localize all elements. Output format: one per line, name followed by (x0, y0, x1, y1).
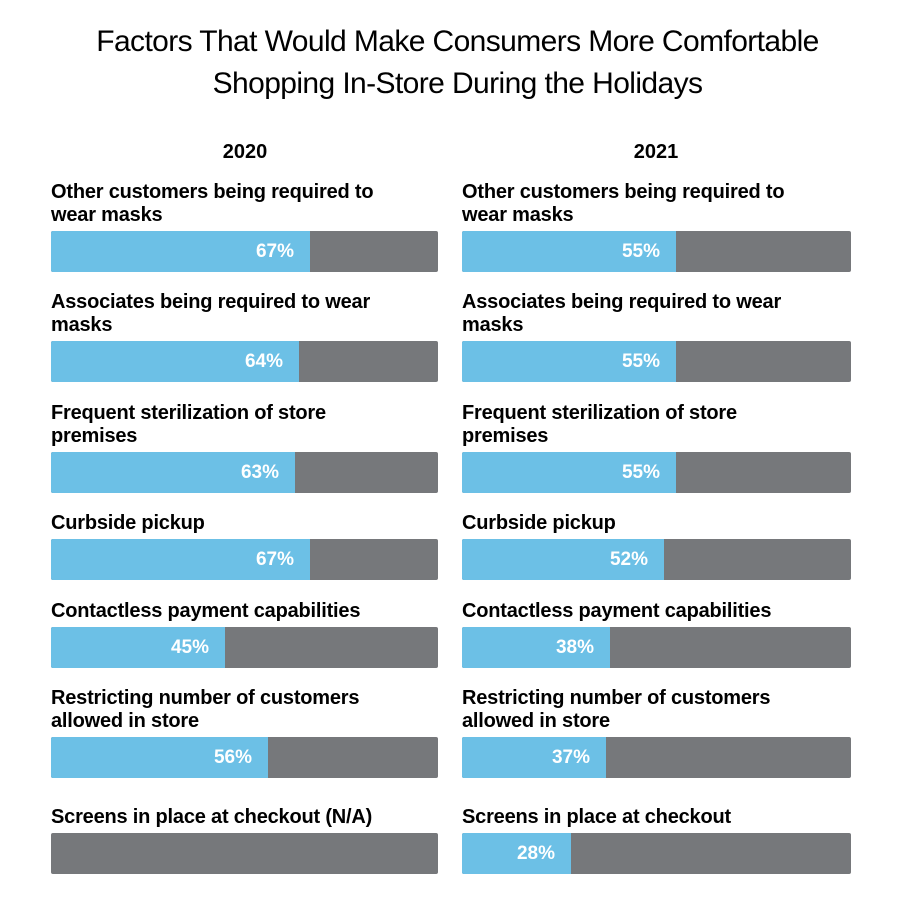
category-label-line: wear masks (462, 204, 574, 226)
bar-track: 55% (462, 452, 851, 493)
category-label: Other customers being required to wear ma… (462, 181, 785, 227)
data-label: 52% (609, 549, 648, 570)
category-label: Screens in place at checkout (462, 806, 731, 829)
category-label: Contactless payment capabilities (462, 600, 771, 623)
category-label-line: Associates being required to wear (51, 291, 371, 313)
category-label-line: premises (462, 425, 549, 447)
bar-track: 52% (462, 539, 851, 580)
bar-fill (462, 627, 610, 668)
bar-fill (51, 231, 310, 272)
bar-track: 28% (462, 833, 851, 874)
data-label: 37% (551, 747, 590, 768)
data-label: 67% (255, 549, 294, 570)
chart-title-line-1: Factors That Would Make Consumers More C… (96, 25, 819, 58)
bar-fill (462, 737, 606, 778)
category-label-line: Contactless payment capabilities (462, 600, 772, 622)
category-label-line: allowed in store (51, 710, 199, 732)
category-label-line: premises (51, 425, 138, 447)
category-label: Associates being required to wear masks (462, 291, 781, 337)
data-label: 55% (621, 351, 660, 372)
category-label-line: Screens in place at checkout (N/A) (51, 806, 373, 828)
bar-track: 55% (462, 231, 851, 272)
panel-heading-2020: 2020 (222, 141, 268, 163)
bar-track: 56% (51, 737, 438, 778)
category-label: Frequent sterilization of store premises (462, 402, 737, 448)
bar-fill (51, 627, 225, 668)
bar-track: 67% (51, 539, 438, 580)
category-label: Contactless payment capabilities (51, 600, 360, 623)
category-label-line: Frequent sterilization of store (51, 402, 326, 424)
bar-track: 45% (51, 627, 438, 668)
bar-track: 55% (462, 341, 851, 382)
category-label-line: allowed in store (462, 710, 610, 732)
category-label-line: Contactless payment capabilities (51, 600, 361, 622)
chart-title-line-2: Shopping In-Store During the Holidays (212, 67, 703, 100)
category-label: Associates being required to wear masks (51, 291, 370, 337)
bar-fill (462, 539, 664, 580)
category-label-line: Curbside pickup (462, 512, 616, 534)
bar-fill (51, 452, 295, 493)
bar-track: 38% (462, 627, 851, 668)
category-label: Restricting number of customers allowed i… (51, 687, 360, 733)
data-label: 67% (255, 241, 294, 262)
bar-track: 64% (51, 341, 438, 382)
category-label: Curbside pickup (462, 512, 616, 535)
data-label: 56% (213, 747, 252, 768)
category-label-line: wear masks (51, 204, 163, 226)
data-label: 45% (170, 637, 209, 658)
category-label: Frequent sterilization of store premises (51, 402, 326, 448)
category-label-line: Frequent sterilization of store (462, 402, 737, 424)
bar-fill (51, 341, 299, 382)
category-label: Screens in place at checkout (N/A) (51, 806, 372, 829)
category-label-line: Other customers being required to (462, 181, 785, 203)
data-label: 55% (621, 462, 660, 483)
category-label-line: Other customers being required to (51, 181, 374, 203)
category-label-line: masks (51, 314, 113, 336)
category-label: Restricting number of customers allowed i… (462, 687, 771, 733)
bar-track (51, 833, 438, 874)
category-label-line: Restricting number of customers (462, 687, 771, 709)
category-label-line: Screens in place at checkout (462, 806, 731, 828)
data-label: 28% (516, 843, 555, 864)
category-label-line: masks (462, 314, 524, 336)
category-label-line: Restricting number of customers (51, 687, 360, 709)
bar-fill (462, 833, 571, 874)
bar-track: 37% (462, 737, 851, 778)
bar-fill (462, 231, 676, 272)
bar-fill (462, 452, 676, 493)
panel-heading-2021: 2021 (633, 141, 679, 163)
category-label: Curbside pickup (51, 512, 205, 535)
data-label: 38% (555, 637, 594, 658)
category-label-line: Associates being required to wear (462, 291, 782, 313)
data-label: 64% (244, 351, 283, 372)
bar-fill (51, 539, 310, 580)
category-label: Other customers being required to wear ma… (51, 181, 374, 227)
bar-fill (462, 341, 676, 382)
bar-track: 67% (51, 231, 438, 272)
data-label: 55% (621, 241, 660, 262)
bar-fill (51, 737, 268, 778)
data-label: 63% (240, 462, 279, 483)
category-label-line: Curbside pickup (51, 512, 205, 534)
bar-track: 63% (51, 452, 438, 493)
